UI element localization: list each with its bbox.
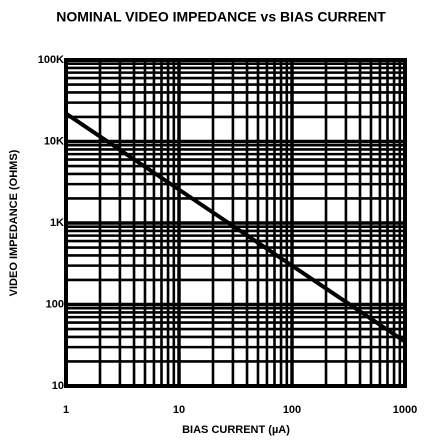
y-tick-label: 10 — [52, 380, 64, 392]
y-axis-label: VIDEO IMPEDANCE (OHMS) — [8, 149, 20, 296]
x-tick-label: 10 — [173, 404, 185, 416]
x-tick-label: 1000 — [393, 404, 417, 416]
y-tick-label: 100K — [38, 54, 64, 66]
chart-title: NOMINAL VIDEO IMPEDANCE vs BIAS CURRENT — [56, 9, 386, 25]
y-tick-label: 100 — [46, 298, 64, 310]
plot-frame — [64, 58, 407, 388]
x-axis-label: BIAS CURRENT (µA) — [182, 424, 290, 436]
y-tick-label: 10K — [44, 135, 64, 147]
y-tick-label: 1K — [50, 217, 64, 229]
x-tick-label: 100 — [283, 404, 301, 416]
x-tick-label: 1 — [63, 404, 69, 416]
data-line — [64, 111, 407, 344]
